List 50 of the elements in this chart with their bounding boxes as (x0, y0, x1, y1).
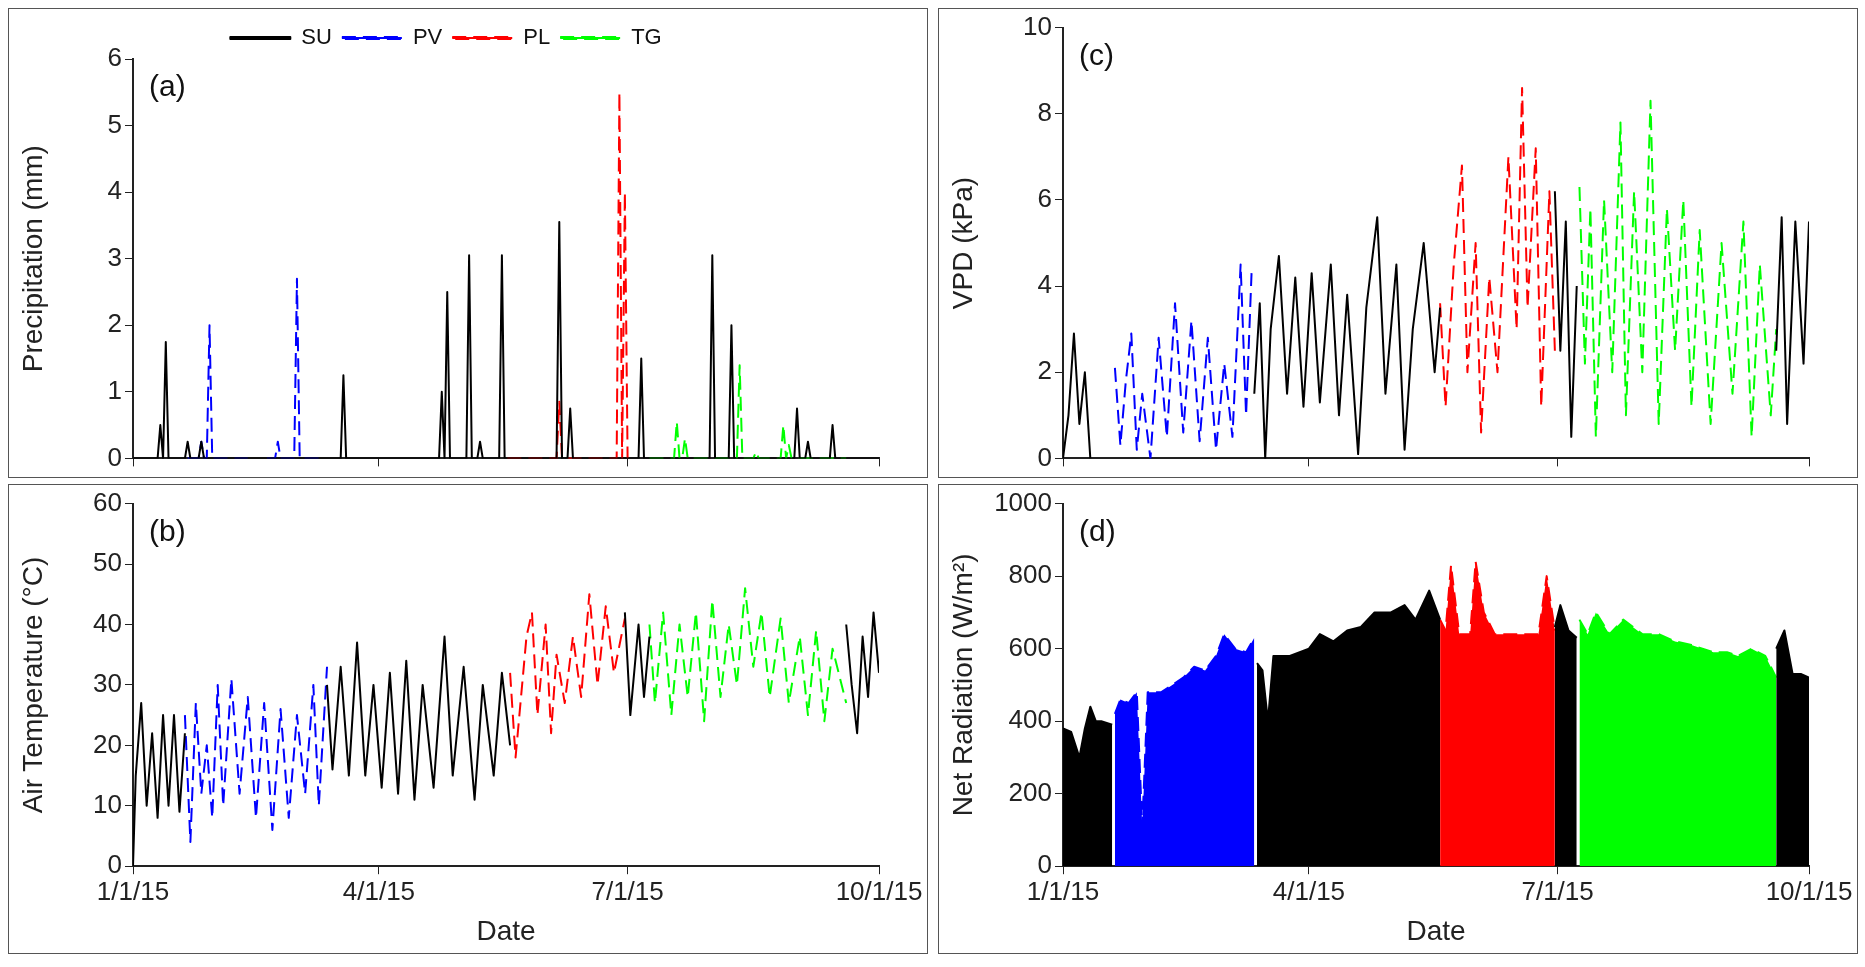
y-tick-label: 400 (1008, 704, 1052, 735)
x-axis-title: Date (476, 914, 536, 946)
y-tick-label: 30 (93, 668, 122, 699)
y-axis-title: VPD (kPa) (946, 176, 978, 310)
y-tick-label: 1000 (994, 486, 1052, 517)
annotation: (b) (149, 513, 186, 547)
annotation: (a) (149, 69, 186, 103)
legend-label: PL (523, 24, 551, 50)
x-tick-label: 10/1/15 (835, 875, 923, 906)
y-axis-title: Net Radiation (W/m²) (946, 553, 978, 817)
y-tick-label: 0 (1037, 441, 1052, 472)
x-tick-label: 7/1/15 (1521, 875, 1594, 906)
line-series (1439, 86, 1556, 434)
y-tick-label: 200 (1008, 776, 1052, 807)
legend-label: TG (631, 24, 662, 50)
annotation: (c) (1079, 37, 1114, 71)
y-tick-label: 2 (107, 308, 122, 339)
y-axis-title: Precipitation (mm) (16, 145, 48, 373)
legend-label: SU (301, 24, 332, 50)
y-tick-label: 8 (1037, 96, 1052, 127)
y-tick-label: 3 (107, 241, 122, 272)
y-axis-title: Air Temperature (°C) (16, 556, 48, 814)
line-series (1113, 263, 1253, 459)
y-tick-label: 4 (107, 175, 122, 206)
y-tick-label: 20 (93, 728, 122, 759)
y-tick-label: 800 (1008, 559, 1052, 590)
y-tick-label: 10 (93, 788, 122, 819)
line-series (1578, 99, 1778, 438)
x-tick-label: 10/1/15 (1765, 875, 1853, 906)
x-tick-label: 4/1/15 (342, 875, 416, 906)
x-axis-title: Date (1406, 914, 1466, 946)
annotation: (d) (1079, 513, 1116, 547)
x-tick-label: 7/1/15 (591, 875, 664, 906)
y-tick-label: 2 (1037, 355, 1052, 386)
y-tick-label: 6 (1037, 183, 1052, 214)
y-tick-label: 50 (93, 547, 122, 578)
y-tick-label: 1 (107, 375, 122, 406)
y-tick-label: 4 (1037, 269, 1052, 300)
line-series (509, 593, 626, 759)
y-tick-label: 60 (93, 486, 122, 517)
line-series (183, 665, 329, 844)
y-tick-label: 10 (1023, 10, 1052, 41)
line-series (648, 587, 848, 723)
y-tick-label: 6 (107, 42, 122, 73)
y-tick-label: 600 (1008, 631, 1052, 662)
x-tick-label: 4/1/15 (1272, 875, 1346, 906)
y-tick-label: 40 (93, 607, 122, 638)
y-tick-label: 0 (107, 441, 122, 472)
legend-label: PV (412, 24, 443, 50)
y-tick-label: 5 (107, 108, 122, 139)
